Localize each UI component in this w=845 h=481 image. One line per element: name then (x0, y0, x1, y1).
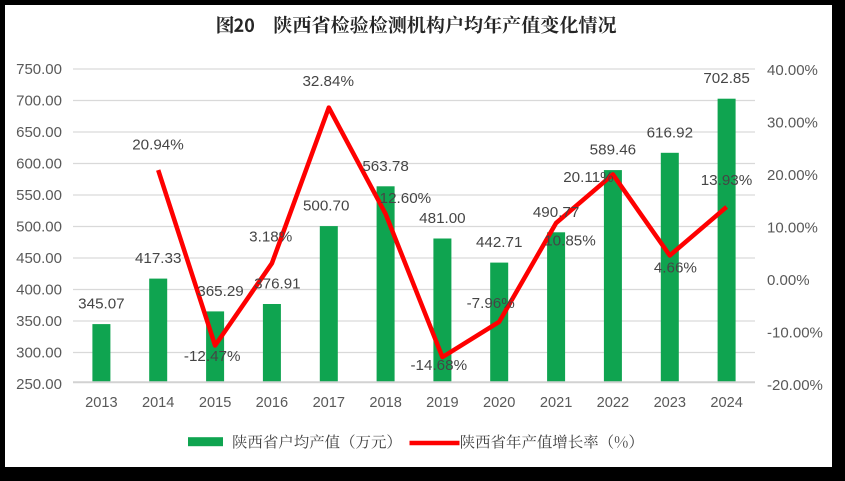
svg-text:2024: 2024 (710, 395, 742, 411)
svg-text:-12.47%: -12.47% (184, 348, 241, 365)
svg-text:400.00: 400.00 (16, 281, 62, 298)
svg-text:10.00%: 10.00% (767, 219, 818, 236)
svg-text:563.78: 563.78 (362, 158, 408, 175)
svg-text:250.00: 250.00 (16, 376, 62, 393)
svg-text:-14.68%: -14.68% (411, 357, 468, 374)
svg-text:2018: 2018 (369, 395, 401, 411)
svg-text:-10.00%: -10.00% (767, 324, 823, 341)
svg-text:650.00: 650.00 (16, 124, 62, 141)
svg-text:40.00%: 40.00% (767, 62, 818, 79)
svg-text:750.00: 750.00 (16, 61, 62, 78)
svg-text:2019: 2019 (426, 395, 458, 411)
svg-text:589.46: 589.46 (590, 142, 636, 159)
svg-text:300.00: 300.00 (16, 344, 62, 361)
svg-text:376.91: 376.91 (254, 276, 300, 293)
svg-text:500.70: 500.70 (303, 198, 349, 215)
svg-text:2013: 2013 (85, 395, 117, 411)
svg-text:13.93%: 13.93% (701, 172, 753, 189)
svg-text:0.00%: 0.00% (767, 272, 810, 289)
svg-text:600.00: 600.00 (16, 155, 62, 172)
svg-text:20.00%: 20.00% (767, 167, 818, 184)
svg-text:345.07: 345.07 (78, 296, 124, 313)
svg-text:3.18%: 3.18% (249, 229, 292, 246)
svg-text:2016: 2016 (256, 395, 288, 411)
svg-text:481.00: 481.00 (419, 210, 465, 227)
svg-text:2021: 2021 (540, 395, 572, 411)
svg-text:-20.00%: -20.00% (767, 377, 823, 394)
svg-text:-7.96%: -7.96% (467, 295, 515, 312)
svg-text:30.00%: 30.00% (767, 114, 818, 131)
svg-text:10.85%: 10.85% (544, 233, 596, 250)
svg-text:350.00: 350.00 (16, 313, 62, 330)
svg-text:417.33: 417.33 (135, 250, 181, 267)
svg-text:365.29: 365.29 (197, 283, 243, 300)
svg-text:20.94%: 20.94% (132, 136, 184, 153)
svg-text:490.77: 490.77 (533, 204, 579, 221)
svg-text:550.00: 550.00 (16, 187, 62, 204)
svg-text:12.60%: 12.60% (380, 190, 432, 207)
svg-text:2022: 2022 (597, 395, 629, 411)
svg-text:2020: 2020 (483, 395, 515, 411)
svg-text:4.66%: 4.66% (654, 260, 697, 277)
svg-text:20.11%: 20.11% (563, 169, 613, 186)
svg-text:616.92: 616.92 (647, 124, 693, 141)
svg-text:2017: 2017 (313, 395, 345, 411)
svg-text:2015: 2015 (199, 395, 231, 411)
svg-text:450.00: 450.00 (16, 250, 62, 267)
svg-text:500.00: 500.00 (16, 218, 62, 235)
svg-text:2023: 2023 (654, 395, 686, 411)
svg-text:442.71: 442.71 (476, 234, 522, 251)
svg-text:2014: 2014 (142, 395, 174, 411)
svg-text:32.84%: 32.84% (302, 73, 354, 90)
svg-text:702.85: 702.85 (703, 70, 749, 87)
svg-text:700.00: 700.00 (16, 92, 62, 109)
